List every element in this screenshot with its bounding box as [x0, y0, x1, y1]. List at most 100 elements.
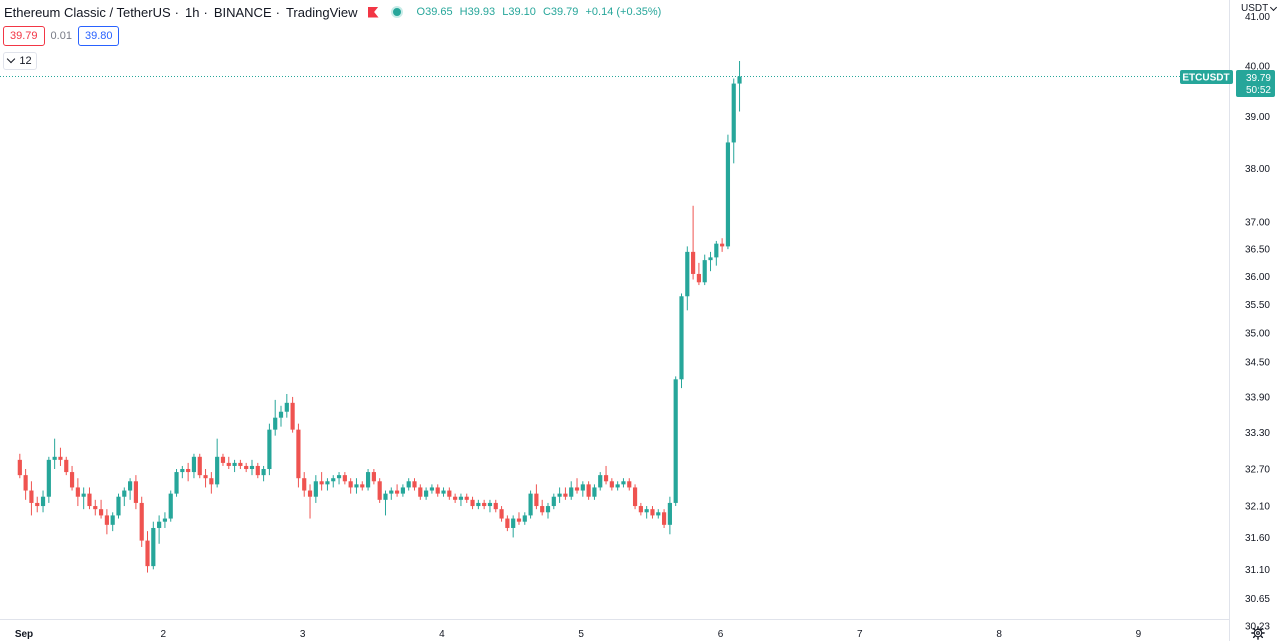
- candle-body: [545, 506, 551, 513]
- candle: [371, 469, 376, 485]
- candle-body: [691, 251, 696, 274]
- candle: [325, 478, 330, 491]
- candle-body: [667, 502, 672, 525]
- candle-body: [673, 379, 678, 503]
- candle: [424, 487, 429, 500]
- candle: [249, 459, 255, 476]
- candle: [64, 456, 69, 476]
- flag-icon[interactable]: [368, 7, 379, 18]
- candle: [395, 484, 400, 497]
- candle-body: [580, 484, 585, 491]
- candle: [244, 462, 249, 473]
- candle: [331, 475, 336, 488]
- candle: [545, 502, 551, 519]
- candle-body: [64, 459, 69, 473]
- candle-body: [609, 481, 614, 488]
- candle: [470, 496, 475, 510]
- interval-label[interactable]: 1h: [185, 4, 200, 20]
- candle-body: [534, 493, 539, 507]
- candle-body: [284, 402, 289, 412]
- x-tick-label: 5: [578, 629, 584, 640]
- candle-body: [29, 490, 34, 503]
- candle: [574, 478, 580, 494]
- candle-body: [661, 512, 667, 525]
- buy-sell-panel: 39.79 0.01 39.80: [3, 26, 120, 46]
- candle-body: [307, 490, 313, 497]
- y-tick-label: 32.10: [1245, 502, 1270, 513]
- candle: [226, 456, 231, 470]
- candle: [354, 478, 359, 494]
- candle-body: [40, 496, 46, 507]
- candle-body: [354, 484, 359, 488]
- candle: [685, 246, 690, 311]
- candle-body: [476, 502, 481, 507]
- last-price-value: 39.79: [1246, 73, 1271, 84]
- candle: [174, 469, 179, 497]
- candle-body: [516, 518, 522, 522]
- candle-body: [342, 475, 347, 482]
- ohlc-change: +0.14 (+0.35%): [585, 6, 662, 18]
- x-axis-ticks: Sep 2 3 4 5 6 7 8 9: [15, 629, 1142, 640]
- y-tick-label: 32.70: [1245, 465, 1270, 476]
- candle-body: [377, 481, 382, 500]
- candle: [725, 134, 731, 250]
- candle: [180, 465, 185, 479]
- candle: [632, 484, 638, 510]
- candle-body: [261, 469, 266, 476]
- candle: [679, 293, 684, 389]
- candle-body: [505, 518, 510, 528]
- candle: [702, 254, 707, 286]
- candle-body: [383, 493, 388, 500]
- symbol-title[interactable]: Ethereum Classic / TetherUS: [4, 4, 171, 20]
- candle: [197, 453, 202, 479]
- candle: [267, 423, 272, 476]
- candle-body: [290, 402, 295, 430]
- candle: [720, 238, 725, 252]
- candle: [186, 462, 191, 482]
- candle-body: [139, 502, 144, 541]
- x-tick-label: 3: [300, 629, 306, 640]
- candle-body: [679, 296, 684, 380]
- candle-body: [389, 490, 394, 494]
- buy-price-button[interactable]: 39.80: [77, 26, 120, 46]
- candle: [116, 493, 121, 519]
- candle: [17, 453, 22, 479]
- candle: [511, 515, 516, 538]
- currency-selector[interactable]: USDT: [1241, 3, 1278, 14]
- candle: [93, 499, 98, 516]
- candle: [110, 512, 115, 532]
- y-tick-label: 38.00: [1245, 164, 1270, 175]
- candle-body: [360, 484, 365, 488]
- candle-body: [731, 83, 736, 143]
- candle: [128, 478, 133, 500]
- candle: [667, 496, 672, 535]
- candle: [191, 453, 197, 479]
- gear-icon[interactable]: [1251, 626, 1265, 640]
- candle-body: [371, 472, 376, 482]
- candle: [621, 478, 626, 488]
- candle: [383, 490, 388, 516]
- candle-body: [151, 527, 156, 567]
- candle-body: [81, 493, 86, 497]
- candle-body: [737, 76, 742, 84]
- indicators-toggle-button[interactable]: 12: [3, 52, 37, 70]
- candle-body: [220, 456, 226, 463]
- candle-body: [458, 496, 464, 500]
- sell-price-button[interactable]: 39.79: [3, 26, 45, 46]
- x-tick-label: 9: [1136, 629, 1142, 640]
- candle-body: [157, 521, 162, 528]
- candle-body: [447, 490, 452, 497]
- candle-body: [656, 512, 661, 516]
- candle: [586, 481, 591, 500]
- candle-body: [528, 493, 533, 516]
- candle-body: [168, 493, 173, 519]
- last-price-tag: 39.79 50:52: [1236, 70, 1275, 97]
- candle-body: [226, 462, 231, 466]
- price-axis[interactable]: [1229, 0, 1280, 641]
- candle: [215, 438, 220, 488]
- candle: [261, 465, 266, 482]
- ohlc-close: C39.79: [542, 6, 579, 18]
- candle: [638, 502, 643, 516]
- candle-body: [116, 496, 121, 516]
